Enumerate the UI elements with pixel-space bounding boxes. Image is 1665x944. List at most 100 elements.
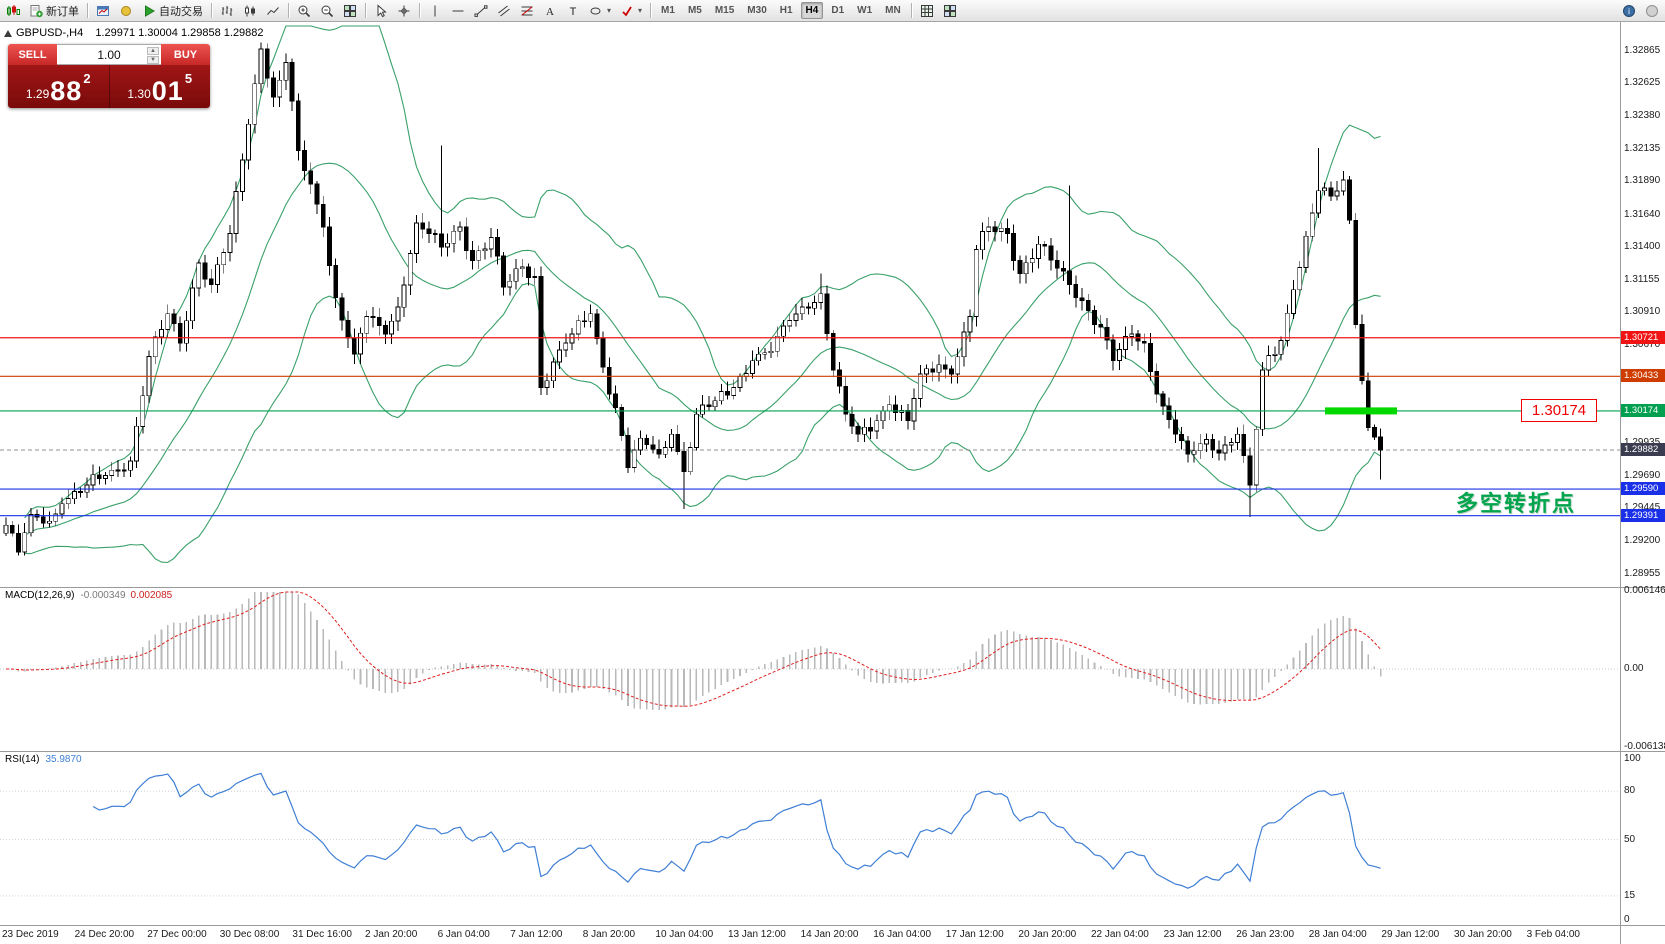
sell-price-big: 88 xyxy=(50,76,83,107)
sell-price-prefix: 1.29 xyxy=(25,87,50,101)
timeframe-mn-button[interactable]: MN xyxy=(880,2,906,19)
text-button[interactable]: A xyxy=(539,1,561,20)
arrows-button[interactable]: ▾ xyxy=(616,1,646,20)
period-grid-button[interactable] xyxy=(939,1,961,20)
channel-icon xyxy=(497,4,511,18)
sell-price-pip: 2 xyxy=(83,71,91,86)
timeframe-m30-button[interactable]: M30 xyxy=(742,2,771,19)
profiles-button[interactable] xyxy=(115,1,137,20)
one-click-panel-toggle-icon[interactable] xyxy=(4,30,12,37)
chart-symbol-period: GBPUSD-,H4 xyxy=(16,27,84,39)
timeframe-h4-button[interactable]: H4 xyxy=(800,2,824,19)
text-label-button[interactable]: T xyxy=(562,1,584,20)
horizontal-line-button[interactable] xyxy=(447,1,469,20)
time-axis[interactable]: 23 Dec 2019 24 Dec 20:00 27 Dec 00:00 30 De… xyxy=(0,926,1620,944)
sell-button[interactable]: SELL xyxy=(8,44,57,65)
cross-icon xyxy=(397,4,411,18)
price-tick-label: 1.31155 xyxy=(1624,273,1660,285)
rsi-scale-label: 80 xyxy=(1624,785,1636,797)
zoom-in-button[interactable] xyxy=(293,1,315,20)
texta-icon: A xyxy=(543,4,557,18)
time-tick-label: 14 Jan 20:00 xyxy=(800,929,859,940)
price-tick-label: 1.32865 xyxy=(1624,44,1661,56)
price-axis[interactable]: 1.32865 1.32625 1.32380 1.32135 1.31890 1.316… xyxy=(1621,0,1665,944)
chevron-down-icon: ▾ xyxy=(638,6,643,15)
level-price-badge: 1.30721 xyxy=(1621,330,1665,344)
tile-icon xyxy=(343,4,357,18)
chart-window-button[interactable] xyxy=(92,1,114,20)
bar-chart-button[interactable] xyxy=(216,1,238,20)
svg-text:T: T xyxy=(570,6,577,18)
sell-price[interactable]: 1.29 88 2 xyxy=(8,65,110,108)
grid-button[interactable] xyxy=(916,1,938,20)
trendline-button[interactable] xyxy=(470,1,492,20)
zoom-out-button[interactable] xyxy=(316,1,338,20)
fibo-icon xyxy=(520,4,534,18)
candles-layer xyxy=(3,42,1383,556)
shapes-button[interactable]: ▾ xyxy=(585,1,615,20)
rsi-indicator-label: RSI(14) 35.9870 xyxy=(5,754,82,765)
macd-title-text: MACD(12,26,9) xyxy=(5,590,75,601)
buy-button[interactable]: BUY xyxy=(161,44,210,65)
timeframe-m15-button[interactable]: M15 xyxy=(710,2,739,19)
bollinger-bands xyxy=(24,25,1381,564)
time-tick-label: 10 Jan 04:00 xyxy=(655,929,714,940)
cursor-button[interactable] xyxy=(370,1,392,20)
svg-text:i: i xyxy=(1628,7,1630,16)
price-tick-label: 1.29200 xyxy=(1624,535,1661,547)
auto-trading-button[interactable]: 自动交易 xyxy=(138,1,207,20)
help-button[interactable]: i xyxy=(1618,1,1640,20)
time-tick-label: 27 Dec 00:00 xyxy=(147,929,207,940)
time-tick-label: 30 Jan 20:00 xyxy=(1454,929,1512,940)
tile-windows-button[interactable] xyxy=(339,1,361,20)
timeframe-d1-button[interactable]: D1 xyxy=(826,2,849,19)
volume-value: 1.00 xyxy=(97,47,121,62)
fibonacci-button[interactable] xyxy=(516,1,538,20)
buy-price[interactable]: 1.30 01 5 xyxy=(110,65,211,108)
time-tick-label: 24 Dec 20:00 xyxy=(74,929,135,940)
price-tick-label: 1.29445 xyxy=(1624,502,1660,513)
buy-price-prefix: 1.30 xyxy=(127,87,151,101)
chart-header: GBPUSD-,H4 1.29971 1.30004 1.29858 1.298… xyxy=(16,27,264,39)
volume-down-button[interactable]: ▼ xyxy=(147,56,159,64)
level-price-badge: 1.30174 xyxy=(1621,403,1665,417)
auto-trading-button-label: 自动交易 xyxy=(159,5,203,18)
zoomin-icon xyxy=(297,4,311,18)
gold-icon xyxy=(119,4,133,18)
time-tick-label: 23 Dec 2019 xyxy=(2,929,59,940)
zoomout-icon xyxy=(320,4,334,18)
price-callout-label[interactable]: 1.30174 xyxy=(1521,399,1597,422)
volume-up-button[interactable]: ▲ xyxy=(147,47,159,55)
time-tick-label: 8 Jan 20:00 xyxy=(582,929,636,940)
timeframe-m1-button[interactable]: M1 xyxy=(656,2,680,19)
cursor-icon xyxy=(374,3,388,18)
highlight-segment[interactable] xyxy=(1325,407,1397,415)
new-order-button[interactable]: 新订单 xyxy=(25,1,83,20)
community-button[interactable] xyxy=(1641,1,1663,20)
macd-histogram xyxy=(11,592,1382,711)
volume-input[interactable]: 1.00 ▲ ▼ xyxy=(57,44,161,65)
timeframe-h1-button[interactable]: H1 xyxy=(775,2,798,19)
vertical-line-button[interactable] xyxy=(424,1,446,20)
rsi-title-text: RSI(14) xyxy=(5,754,40,765)
rsi-scale-label: 100 xyxy=(1624,753,1641,764)
price-tick-label: 1.30910 xyxy=(1624,306,1661,318)
toolbar-separator xyxy=(87,3,88,18)
line-chart-button[interactable] xyxy=(262,1,284,20)
time-tick-label: 6 Jan 04:00 xyxy=(437,929,490,940)
equidistant-channel-button[interactable] xyxy=(493,1,515,20)
timeframe-m5-button[interactable]: M5 xyxy=(683,2,707,19)
level-price-badge: 1.29590 xyxy=(1621,482,1665,496)
timeframe-w1-button[interactable]: W1 xyxy=(852,2,877,19)
crosshair-button[interactable] xyxy=(393,1,415,20)
one-click-trade-panel: SELL 1.00 ▲ ▼ BUY 1.29 88 2 1.30 01 5 xyxy=(8,44,210,108)
circleg-icon xyxy=(1645,4,1659,18)
time-tick-label: 16 Jan 04:00 xyxy=(873,929,932,940)
macd-signal-line xyxy=(5,591,1381,707)
candlestick-chart-button[interactable] xyxy=(239,1,261,20)
trend-icon xyxy=(474,4,488,18)
toolbar-separator xyxy=(910,3,912,18)
macd-scale-label: 0.006146 xyxy=(1624,585,1665,596)
rsi-value: 35.9870 xyxy=(45,754,82,765)
